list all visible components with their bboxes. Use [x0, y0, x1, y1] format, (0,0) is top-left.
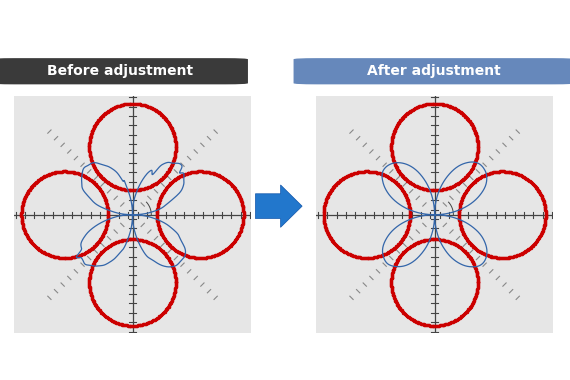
Text: After adjustment: After adjustment — [368, 64, 501, 78]
FancyBboxPatch shape — [0, 58, 248, 84]
Text: (DBB measurements): (DBB measurements) — [181, 37, 389, 55]
FancyBboxPatch shape — [294, 58, 570, 84]
Text: Comparison of motion accuracy measurements: Comparison of motion accuracy measuremen… — [55, 10, 515, 28]
Text: Before adjustment: Before adjustment — [47, 64, 193, 78]
FancyArrow shape — [255, 185, 302, 227]
